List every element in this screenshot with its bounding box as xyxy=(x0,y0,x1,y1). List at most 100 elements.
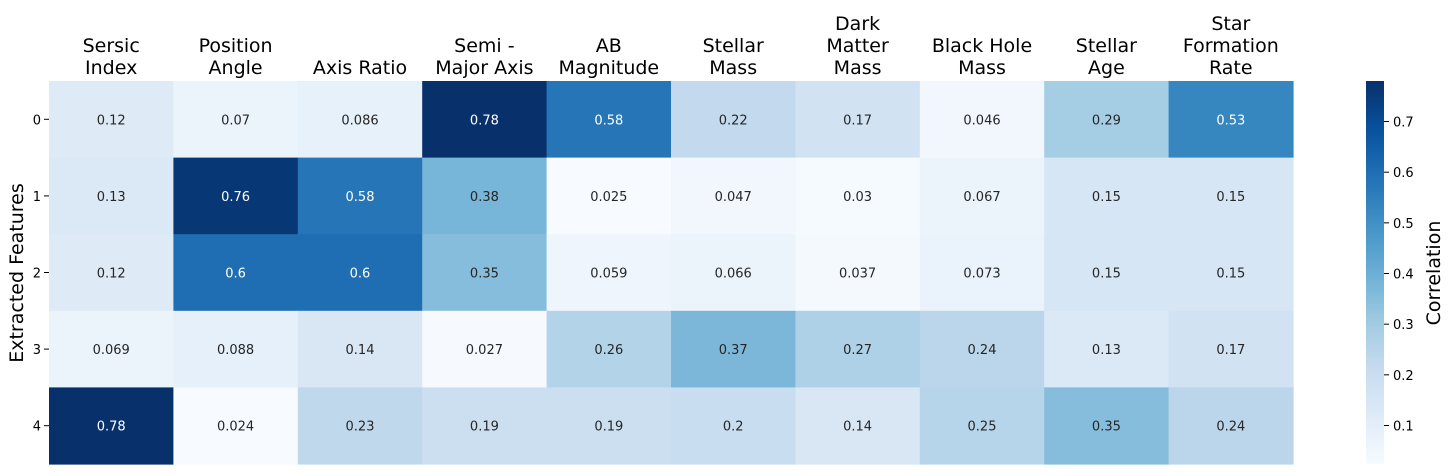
heatmap-cell xyxy=(1044,157,1170,235)
heatmap-cell xyxy=(173,310,299,388)
heatmap-cell xyxy=(1044,234,1170,312)
cell-value-label: 0.15 xyxy=(1216,190,1245,205)
heatmap-cell xyxy=(49,310,174,388)
column-label: Star xyxy=(1211,13,1250,35)
cell-value-label: 0.067 xyxy=(963,190,1000,205)
cell-value-label: 0.29 xyxy=(1092,113,1121,128)
column-label: AB xyxy=(596,35,622,57)
heatmap-cell xyxy=(795,157,921,235)
heatmap-cell xyxy=(671,234,796,312)
heatmap-cell xyxy=(919,81,1045,159)
colorbar-gradient xyxy=(1366,81,1384,464)
row-label: 0 xyxy=(33,113,41,128)
heatmap-cell xyxy=(919,310,1045,388)
heatmap-cell xyxy=(546,387,672,465)
cell-value-label: 0.086 xyxy=(341,113,378,128)
heatmap-cell xyxy=(919,157,1045,235)
heatmap-cell xyxy=(1168,81,1294,159)
heatmap-cell xyxy=(422,387,548,465)
heatmap-cell xyxy=(1168,157,1294,235)
heatmap-cell xyxy=(1168,387,1294,465)
cell-value-label: 0.78 xyxy=(97,420,126,435)
cell-value-label: 0.2 xyxy=(723,420,744,435)
heatmap-cell xyxy=(546,234,672,312)
cell-value-label: 0.53 xyxy=(1216,113,1245,128)
cell-value-label: 0.17 xyxy=(843,113,872,128)
cell-value-label: 0.024 xyxy=(217,420,254,435)
heatmap-cell xyxy=(546,310,672,388)
heatmap-cell xyxy=(297,387,423,465)
cell-value-label: 0.17 xyxy=(1216,343,1245,358)
cell-value-label: 0.073 xyxy=(963,267,1000,282)
cell-value-label: 0.12 xyxy=(97,267,126,282)
column-label: Magnitude xyxy=(558,57,659,79)
cell-value-label: 0.12 xyxy=(97,113,126,128)
cell-value-label: 0.046 xyxy=(963,113,1000,128)
cell-value-label: 0.22 xyxy=(719,113,748,128)
row-label: 2 xyxy=(33,267,41,282)
column-label: Mass xyxy=(958,57,1006,79)
cell-value-label: 0.37 xyxy=(719,343,748,358)
row-label: 1 xyxy=(33,190,41,205)
colorbar-tick-label: 0.5 xyxy=(1393,217,1414,232)
cell-value-label: 0.07 xyxy=(221,113,250,128)
cell-value-label: 0.24 xyxy=(968,343,997,358)
heatmap-cell xyxy=(546,81,672,159)
colorbar-ticks: 0.1 0.2 0.3 0.4 0.5 0.6 0.7 xyxy=(1384,116,1414,434)
heatmap-cell xyxy=(297,81,423,159)
column-label: Major Axis xyxy=(435,57,533,79)
heatmap-cell xyxy=(297,310,423,388)
cell-value-label: 0.6 xyxy=(350,267,371,282)
heatmap-cell xyxy=(919,387,1045,465)
column-label: Matter xyxy=(826,35,889,57)
cell-value-label: 0.03 xyxy=(843,190,872,205)
row-label: 3 xyxy=(33,343,41,358)
heatmap-cell xyxy=(919,234,1045,312)
heatmap-cell xyxy=(1044,310,1170,388)
heatmap-cell xyxy=(1168,234,1294,312)
column-label: Sersic xyxy=(83,35,140,57)
cell-value-label: 0.088 xyxy=(217,343,254,358)
cell-value-label: 0.78 xyxy=(470,113,499,128)
heatmap-cell xyxy=(49,157,174,235)
colorbar-tick-label: 0.3 xyxy=(1393,318,1414,333)
heatmap-cell xyxy=(422,310,548,388)
cell-value-label: 0.066 xyxy=(715,267,752,282)
cell-value-label: 0.15 xyxy=(1092,190,1121,205)
row-labels: 0 1 2 3 4 xyxy=(33,113,49,435)
colorbar: 0.1 0.2 0.3 0.4 0.5 0.6 0.7 Correlation xyxy=(1366,81,1445,464)
cell-value-label: 0.35 xyxy=(1092,420,1121,435)
column-label: Position xyxy=(199,35,273,57)
heatmap-cells: 0.12 0.07 0.086 0.78 0.58 0.22 0.17 0.046 0.29 0.… xyxy=(49,81,1294,465)
heatmap-cell xyxy=(1168,310,1294,388)
column-label: Black Hole xyxy=(932,35,1032,57)
heatmap-cell xyxy=(546,157,672,235)
cell-value-label: 0.14 xyxy=(346,343,375,358)
y-axis-title: Extracted Features xyxy=(6,183,28,363)
cell-value-label: 0.13 xyxy=(97,190,126,205)
column-label: Mass xyxy=(709,57,757,79)
cell-value-label: 0.19 xyxy=(594,420,623,435)
cell-value-label: 0.38 xyxy=(470,190,499,205)
cell-value-label: 0.25 xyxy=(968,420,997,435)
heatmap-cell xyxy=(671,387,796,465)
heatmap-cell xyxy=(297,157,423,235)
cell-value-label: 0.35 xyxy=(470,267,499,282)
column-label: Axis Ratio xyxy=(313,57,407,79)
cell-value-label: 0.19 xyxy=(470,420,499,435)
column-label: Age xyxy=(1088,57,1125,79)
cell-value-label: 0.15 xyxy=(1216,267,1245,282)
heatmap-cell xyxy=(173,81,299,159)
cell-value-label: 0.58 xyxy=(594,113,623,128)
heatmap-cell xyxy=(173,387,299,465)
column-label: Stellar xyxy=(703,35,764,57)
colorbar-tick-label: 0.1 xyxy=(1393,419,1414,434)
cell-value-label: 0.27 xyxy=(843,343,872,358)
cell-value-label: 0.069 xyxy=(93,343,130,358)
cell-value-label: 0.047 xyxy=(715,190,752,205)
heatmap-cell xyxy=(297,234,423,312)
colorbar-tick-label: 0.4 xyxy=(1393,268,1414,283)
cell-value-label: 0.24 xyxy=(1216,420,1245,435)
